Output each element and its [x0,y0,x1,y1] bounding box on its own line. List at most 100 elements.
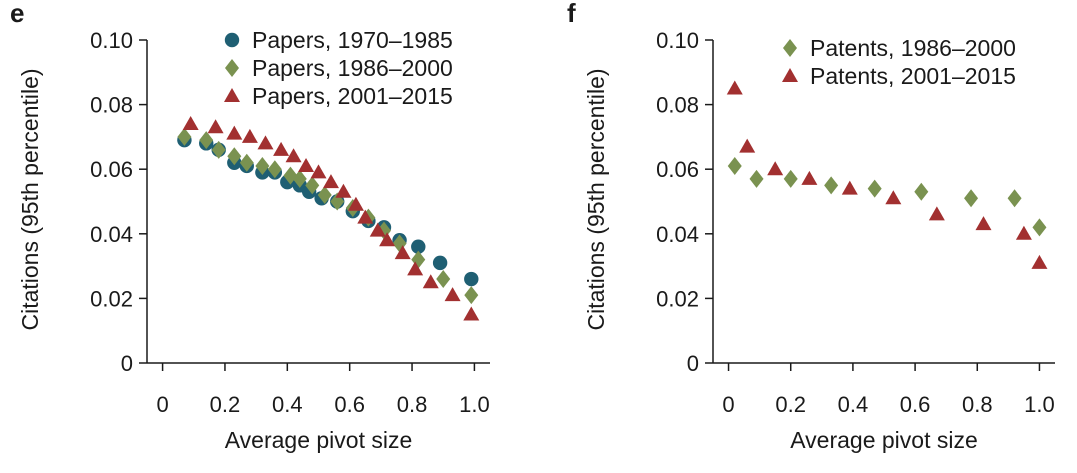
data-point [317,186,332,205]
data-point [885,190,902,205]
data-point [227,147,242,166]
legend-label: Papers, 1986–2000 [252,55,453,81]
y-tick-label: 0.04 [656,222,699,247]
series-patents-1986-2000 [727,156,1047,237]
data-point [207,119,224,134]
data-point [867,179,882,198]
series-papers-1970-1985 [177,132,479,287]
data-point [182,115,199,130]
x-tick-label: 0.4 [272,392,303,417]
y-tick-label: 0 [121,351,133,376]
data-point [975,216,992,231]
data-point [394,245,411,260]
chart-panel-e: 0 0.02 0.04 0.06 0.08 0.10 0 0.2 0.4 0.6 0.8 1.0 Ave… [17,27,490,453]
data-point [298,157,315,172]
legend-marker-patents-2001-2015 [782,68,798,82]
data-point [285,148,302,163]
data-point [199,131,214,150]
panel-letter-f: f [567,0,576,28]
x-tick-label: 0 [722,392,734,417]
x-tick-label: 0 [156,392,168,417]
data-point [292,169,307,188]
legend-label: Patents, 2001–2015 [810,63,1016,89]
data-point [267,160,282,179]
x-tick-label: 0.2 [210,392,241,417]
data-point [422,274,439,289]
y-axis-label: Citations (95th percentile) [583,68,609,330]
series-papers-2001-2015 [182,115,480,321]
data-point [928,206,945,221]
data-point [257,135,274,150]
data-point [1031,254,1048,269]
y-tick-label: 0.04 [90,222,133,247]
data-point [239,153,254,172]
data-point [347,196,364,211]
x-tick-label: 0.8 [962,392,993,417]
data-point [824,176,839,195]
data-point [310,164,327,179]
data-point [464,286,479,305]
y-tick-label: 0.02 [90,286,133,311]
x-tick-label: 0.6 [900,392,931,417]
data-point [407,261,424,276]
data-point [322,174,339,189]
legend-marker-papers-2001-2015 [224,88,240,102]
data-point [335,183,352,198]
data-point [226,125,243,140]
data-point [379,232,396,247]
data-point [432,255,448,271]
x-tick-label: 1.0 [459,392,490,417]
x-tick-label: 0.8 [397,392,428,417]
data-point [841,180,858,195]
data-point [914,182,929,201]
y-tick-label: 0 [687,351,699,376]
x-tick-label: 1.0 [1024,392,1055,417]
data-point [444,287,461,302]
data-point [241,128,258,143]
y-tick-label: 0.08 [90,93,133,118]
x-axis-label: Average pivot size [225,427,413,453]
legend-label: Papers, 2001–2015 [252,83,453,109]
y-tick-label: 0.10 [656,28,699,53]
panel-letter-e: e [10,0,24,28]
legend-marker-patents-1986-2000 [783,39,797,57]
data-point [463,306,480,321]
x-axis-label: Average pivot size [790,427,978,453]
data-point [464,271,479,287]
series-patents-2001-2015 [726,80,1048,269]
y-tick-label: 0.08 [656,93,699,118]
data-point [411,239,426,254]
data-point [273,141,290,156]
data-point [726,80,743,95]
data-point [801,170,818,185]
data-point [964,189,979,208]
y-axis-label: Citations (95th percentile) [17,68,43,330]
data-point [177,127,192,146]
chart-panel-f: 0 0.02 0.04 0.06 0.08 0.10 0 0.2 0.4 0.6 0.8 1.0 Ave… [583,28,1055,453]
data-point [1032,218,1047,237]
y-tick-label: 0.10 [90,28,133,53]
legend-marker-papers-1986-2000 [225,59,239,77]
legend-label: Papers, 1970–1985 [252,27,453,53]
data-point [255,156,270,175]
data-point [436,270,451,289]
legend-label: Patents, 1986–2000 [810,35,1016,61]
data-point [1015,225,1032,240]
data-point [783,169,798,188]
y-tick-label: 0.06 [656,157,699,182]
x-tick-label: 0.4 [838,392,869,417]
data-point [739,138,756,153]
data-point [211,140,226,159]
x-tick-label: 0.2 [775,392,806,417]
data-point [727,156,742,175]
data-point [1007,189,1022,208]
data-point [357,209,374,224]
data-point [369,222,386,237]
legend-marker-papers-1970-1985 [224,32,240,48]
y-tick-label: 0.02 [656,286,699,311]
data-point [305,176,320,195]
